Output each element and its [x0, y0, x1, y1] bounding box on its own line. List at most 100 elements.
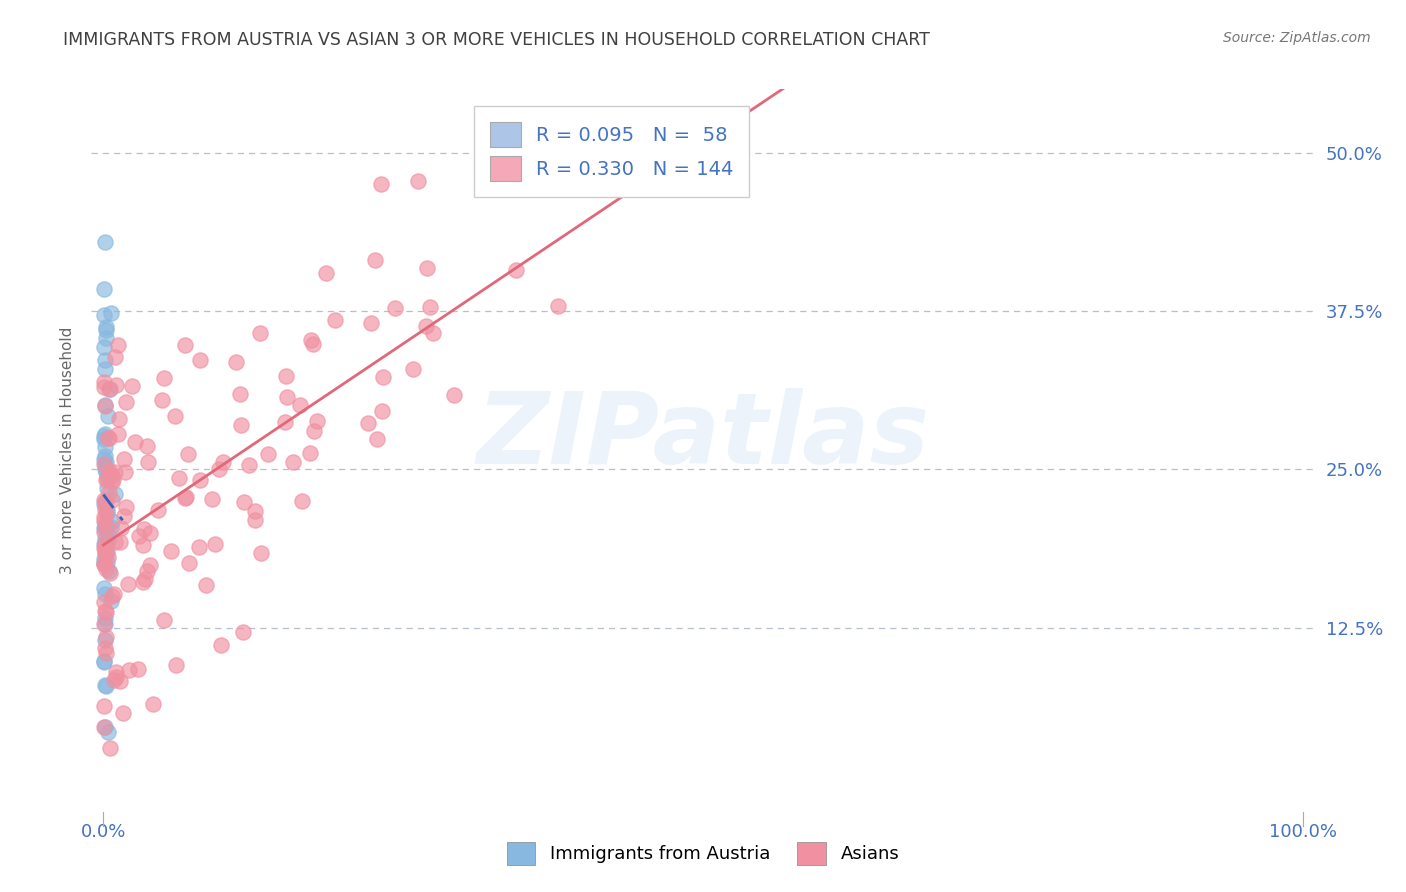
Point	[117, 577, 139, 591]
Point	[257, 447, 280, 461]
Point	[291, 493, 314, 508]
Point	[97, 464, 120, 478]
Point	[93, 458, 115, 472]
Point	[249, 326, 271, 340]
Point	[93, 654, 115, 668]
Point	[165, 657, 187, 672]
Point	[243, 513, 266, 527]
Point	[107, 426, 129, 441]
Point	[104, 377, 127, 392]
Point	[93, 429, 115, 443]
Point	[94, 520, 117, 534]
Point	[112, 509, 135, 524]
Point	[128, 529, 150, 543]
Point	[93, 340, 115, 354]
Point	[547, 299, 569, 313]
Point	[93, 655, 115, 669]
Point	[107, 338, 129, 352]
Point	[94, 449, 117, 463]
Point	[233, 495, 256, 509]
Point	[118, 663, 141, 677]
Point	[211, 455, 233, 469]
Point	[225, 355, 247, 369]
Point	[103, 586, 125, 600]
Point	[274, 368, 297, 383]
Point	[370, 177, 392, 191]
Point	[94, 474, 117, 488]
Point	[93, 432, 115, 446]
Point	[229, 418, 252, 433]
Point	[98, 431, 121, 445]
Point	[96, 455, 118, 469]
Point	[204, 537, 226, 551]
Point	[94, 720, 117, 734]
Point	[103, 465, 125, 479]
Point	[97, 533, 120, 547]
Legend: R = 0.095   N =  58, R = 0.330   N = 144: R = 0.095 N = 58, R = 0.330 N = 144	[474, 106, 749, 197]
Point	[422, 326, 444, 340]
Point	[101, 492, 124, 507]
Point	[124, 434, 146, 449]
Point	[96, 545, 118, 559]
Point	[94, 617, 117, 632]
Point	[96, 472, 118, 486]
Point	[150, 392, 173, 407]
Point	[100, 566, 122, 580]
Point	[201, 491, 224, 506]
Point	[93, 594, 115, 608]
Point	[100, 469, 122, 483]
Point	[105, 665, 128, 680]
Point	[93, 514, 115, 528]
Point	[408, 174, 430, 188]
Point	[97, 467, 120, 482]
Point	[127, 662, 149, 676]
Point	[93, 352, 115, 367]
Point	[96, 481, 118, 495]
Point	[384, 301, 406, 316]
Point	[94, 517, 117, 532]
Point	[98, 485, 121, 500]
Point	[93, 525, 115, 540]
Point	[165, 409, 187, 424]
Point	[274, 415, 297, 429]
Point	[94, 611, 117, 625]
Point	[94, 646, 117, 660]
Point	[93, 552, 115, 566]
Point	[94, 541, 117, 556]
Point	[288, 398, 311, 412]
Point	[94, 501, 117, 516]
Point	[152, 613, 174, 627]
Point	[360, 316, 382, 330]
Point	[100, 382, 122, 396]
Point	[97, 724, 120, 739]
Point	[94, 323, 117, 337]
Point	[96, 555, 118, 569]
Point	[100, 593, 122, 607]
Point	[93, 510, 115, 524]
Point	[93, 452, 115, 467]
Point	[402, 361, 425, 376]
Point	[188, 540, 211, 554]
Point	[371, 369, 394, 384]
Point	[94, 361, 117, 376]
Point	[281, 455, 304, 469]
Point	[132, 575, 155, 590]
Point	[94, 532, 117, 546]
Point	[114, 395, 136, 409]
Point	[138, 526, 160, 541]
Point	[136, 439, 159, 453]
Point	[94, 679, 117, 693]
Point	[100, 305, 122, 319]
Point	[108, 534, 131, 549]
Point	[94, 632, 117, 647]
Point	[366, 432, 388, 446]
Point	[208, 461, 231, 475]
Point	[415, 318, 437, 333]
Point	[93, 720, 115, 734]
Point	[419, 301, 441, 315]
Point	[505, 262, 527, 277]
Point	[364, 252, 387, 267]
Point	[315, 266, 337, 280]
Y-axis label: 3 or more Vehicles in Household: 3 or more Vehicles in Household	[60, 326, 76, 574]
Point	[228, 387, 250, 401]
